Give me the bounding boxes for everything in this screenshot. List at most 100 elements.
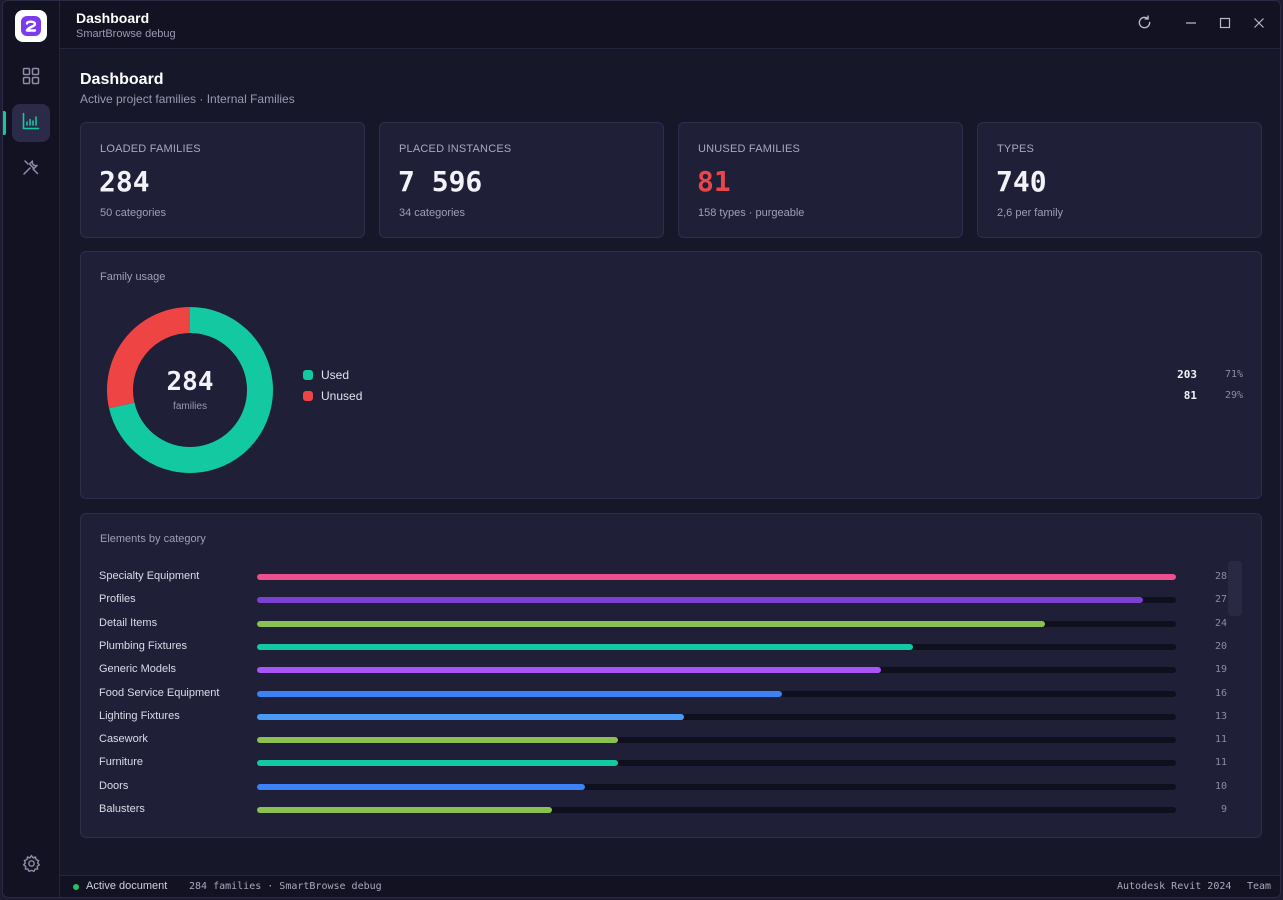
category-bar [257,807,553,813]
minimize-icon [1185,16,1197,34]
stat-card-unused-families: UNUSED FAMILIES 81 158 types · purgeable [678,122,963,238]
legend-item-unused: Unused [303,388,362,404]
nav-overview-button[interactable] [12,59,50,97]
category-label: Profiles [99,593,136,606]
nav-tools-button[interactable] [12,150,50,188]
category-label: Generic Models [99,663,177,676]
category-count: 13 [1214,710,1227,722]
category-bar-track [257,807,1176,813]
legend-count-unused: 81 [1183,389,1197,402]
category-row: Detail Items 24 [99,616,1227,632]
category-label: Plumbing Fixtures [99,639,188,652]
stat-label: TYPES [997,143,1035,155]
category-bar [257,737,619,744]
status-bar: Active document 284 families · SmartBrow… [60,875,1280,897]
category-count: 28 [1214,571,1227,582]
category-count: 24 [1214,617,1227,629]
stat-value: 284 [99,165,150,198]
category-label: Doors [99,779,129,792]
legend-label: Used [321,368,350,382]
tools-icon [22,158,40,181]
settings-button[interactable] [12,847,50,885]
category-label: Casework [99,733,148,746]
category-row: Generic Models 19 [99,662,1227,678]
nav-dashboard-button[interactable] [12,104,50,142]
category-bar-track [257,597,1176,604]
legend-pct-used: 71% [1224,369,1243,380]
stat-value: 740 [996,165,1047,198]
category-row: Casework 11 [99,732,1227,748]
stat-label: PLACED INSTANCES [399,143,512,155]
category-count: 10 [1214,780,1227,792]
legend-swatch-used [303,370,313,380]
category-bar [257,713,684,720]
stat-label: UNUSED FAMILIES [698,143,801,155]
category-bar [257,620,1045,627]
category-bar-track [257,620,1176,627]
card-title: Family usage [100,271,166,283]
stat-card-types: TYPES 740 2,6 per family [977,122,1262,238]
chart-icon [22,112,40,135]
category-row: Profiles 27 [99,592,1227,608]
app-subtitle: SmartBrowse debug [76,28,176,40]
category-label: Balusters [99,803,145,815]
status-team[interactable]: Team [1247,881,1272,892]
usage-donut-chart [107,307,273,473]
gear-icon [22,854,41,878]
legend-label: Unused [321,389,363,403]
category-bar-track [257,667,1176,674]
donut-center-label: families [173,401,207,412]
category-label: Detail Items [99,616,158,629]
category-bar-track [257,737,1176,744]
category-row: Food Service Equipment 16 [99,686,1227,702]
minimize-button[interactable] [1181,15,1201,35]
category-row: Specialty Equipment 28 [99,569,1227,585]
card-title: Elements by category [100,533,206,545]
category-row: Plumbing Fixtures 20 [99,639,1227,655]
category-row: Furniture 11 [99,755,1227,771]
category-bar-track [257,713,1176,720]
category-bar-track [257,643,1176,650]
category-list-scrollbar[interactable] [1228,561,1242,616]
page-subtitle: Active project families · Internal Famil… [80,92,295,106]
category-label: Furniture [99,756,144,769]
status-product: Autodesk Revit 2024 [1117,881,1232,892]
category-count: 19 [1214,664,1227,676]
category-label: Specialty Equipment [99,570,200,582]
category-bar-track [257,783,1176,790]
elements-by-category-card: Elements by category Specialty Equipment… [80,513,1262,838]
category-bar [257,690,783,697]
status-indicator-icon [73,884,79,890]
category-count: 11 [1214,734,1227,746]
category-bar-track [257,760,1176,767]
category-bar-track [257,690,1176,697]
category-bar [257,574,1176,580]
category-row: Balusters 9 [99,802,1227,818]
category-row: Doors 10 [99,779,1227,795]
category-bar [257,667,881,674]
app-logo-icon[interactable] [15,10,47,42]
close-icon [1253,16,1265,34]
category-count: 11 [1214,757,1227,769]
refresh-button[interactable] [1134,15,1154,35]
close-button[interactable] [1249,15,1269,35]
category-bar [257,597,1144,604]
app-title: Dashboard [76,10,150,26]
category-label: Lighting Fixtures [99,709,180,722]
stat-label: LOADED FAMILIES [100,143,201,155]
category-bar-track [257,574,1176,580]
donut-slice-unused [107,307,191,409]
title-bar: Dashboard SmartBrowse debug [60,1,1280,49]
category-bar [257,783,586,790]
maximize-button[interactable] [1215,15,1235,35]
category-bar [257,643,914,650]
donut-center-value: 284 [166,367,214,397]
legend-pct-unused: 29% [1224,390,1243,401]
stat-value: 81 [697,165,731,198]
category-bar [257,760,619,767]
status-info: 284 families · SmartBrowse debug [189,881,382,892]
category-count: 9 [1220,804,1227,815]
category-label: Food Service Equipment [99,686,220,699]
stat-card-placed-instances: PLACED INSTANCES 7 596 34 categories [379,122,664,238]
